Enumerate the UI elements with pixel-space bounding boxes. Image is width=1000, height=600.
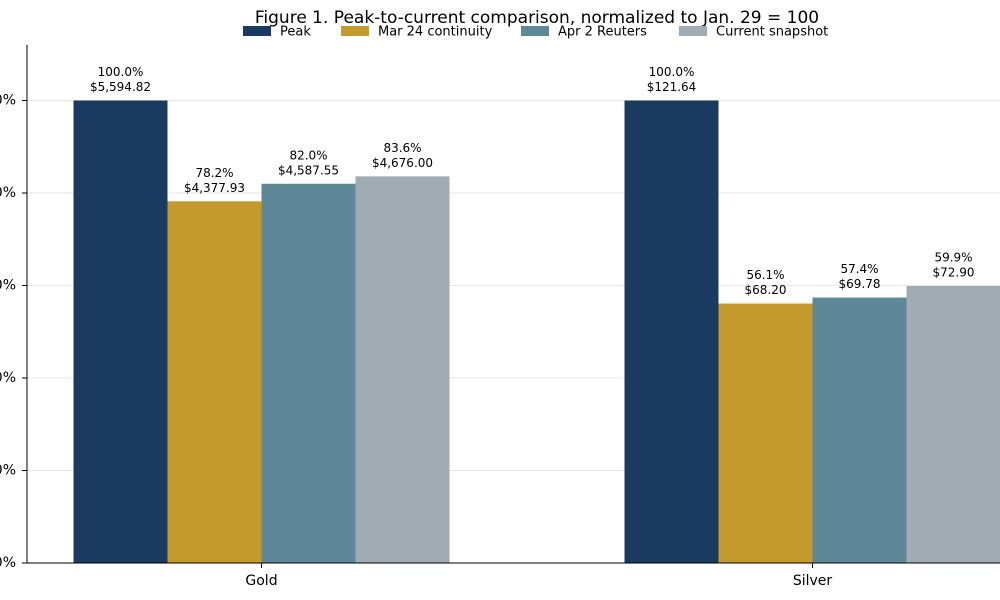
legend-swatch <box>341 26 369 36</box>
legend-swatch <box>679 26 707 36</box>
value-label: 82.0% <box>289 148 327 162</box>
x-tick-label: Gold <box>245 573 277 589</box>
bar <box>73 100 168 563</box>
value-label: 56.1% <box>746 268 784 282</box>
legend-label: Current snapshot <box>716 25 828 40</box>
price-label: $4,377.93 <box>184 181 245 195</box>
legend-swatch <box>243 26 271 36</box>
bar <box>718 303 813 563</box>
y-tick-label: 20% <box>0 463 16 479</box>
price-label: $121.64 <box>647 80 697 94</box>
value-label: 100.0% <box>98 65 144 79</box>
value-label: 83.6% <box>383 141 421 155</box>
bar <box>906 285 1000 563</box>
value-label: 78.2% <box>195 166 233 180</box>
legend-label: Peak <box>280 25 311 40</box>
price-label: $5,594.82 <box>90 80 151 94</box>
legend-label: Mar 24 continuity <box>378 25 493 40</box>
bar <box>167 201 262 563</box>
bar <box>261 183 356 563</box>
bar <box>812 297 907 563</box>
x-tick-label: Silver <box>793 573 833 589</box>
value-label: 57.4% <box>840 262 878 276</box>
value-label: 100.0% <box>649 65 695 79</box>
price-label: $4,587.55 <box>278 163 339 177</box>
y-tick-label: 60% <box>0 278 16 294</box>
price-label: $69.78 <box>839 277 881 291</box>
y-tick-label: 40% <box>0 370 16 386</box>
legend-label: Apr 2 Reuters <box>558 25 647 40</box>
legend-swatch <box>521 26 549 36</box>
price-label: $72.90 <box>933 265 975 279</box>
chart-title: Figure 1. Peak-to-current comparison, no… <box>255 8 819 28</box>
bar <box>624 100 719 563</box>
value-label: 59.9% <box>934 250 972 264</box>
y-tick-label: 100% <box>0 93 16 109</box>
y-tick-label: 0% <box>0 555 16 571</box>
price-label: $4,676.00 <box>372 156 433 170</box>
bar <box>355 176 450 563</box>
price-label: $68.20 <box>745 283 787 297</box>
y-tick-label: 80% <box>0 185 16 201</box>
